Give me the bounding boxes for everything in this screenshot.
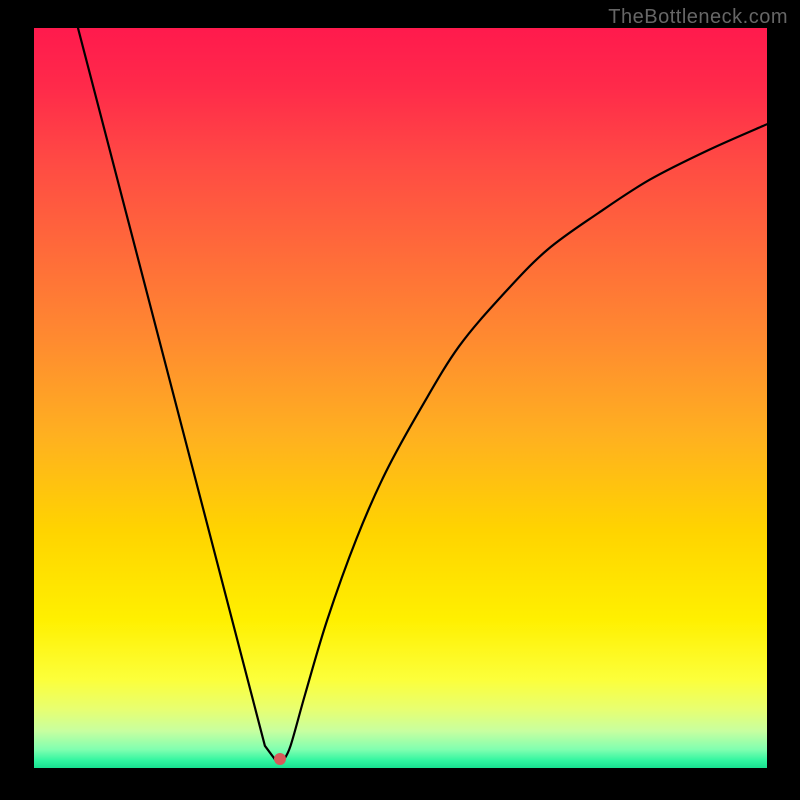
bottleneck-curve [34, 28, 767, 768]
watermark: TheBottleneck.com [608, 6, 788, 29]
plot-area [34, 28, 767, 768]
optimal-marker [274, 753, 286, 765]
